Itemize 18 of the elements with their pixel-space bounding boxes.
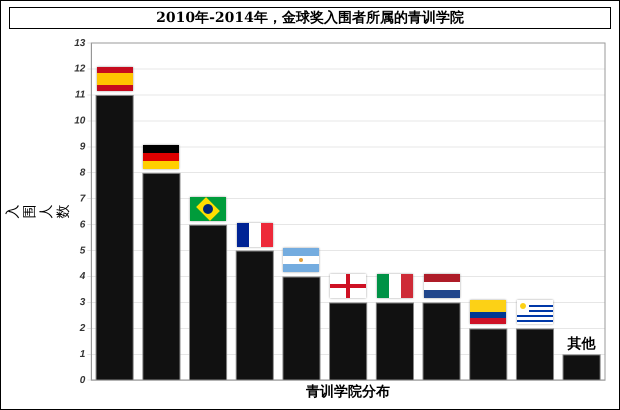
chart-title: 2010年-2014年，金球奖入围者所属的青训学院	[9, 7, 611, 29]
y-tick-label: 4	[78, 271, 86, 282]
y-tick-label: 1	[80, 349, 86, 360]
y-tick-label: 13	[74, 38, 86, 49]
y-tick-label: 7	[80, 193, 86, 204]
x-axis-title: 青训学院分布	[305, 383, 390, 400]
y-tick-label: 10	[74, 116, 86, 127]
x-tick-label: 其他	[566, 336, 597, 352]
y-tick-label: 12	[74, 64, 86, 75]
y-tick-label: 8	[80, 167, 86, 178]
y-tick-label: 9	[80, 142, 86, 153]
y-tick-label: 11	[74, 90, 86, 101]
y-tick-label: 6	[80, 219, 86, 230]
y-tick-label: 5	[80, 245, 86, 256]
y-tick-label: 2	[78, 323, 86, 334]
y-axis-title: 入围人数	[5, 204, 72, 219]
y-tick-label: 0	[80, 374, 86, 386]
y-tick-label: 3	[80, 297, 86, 308]
